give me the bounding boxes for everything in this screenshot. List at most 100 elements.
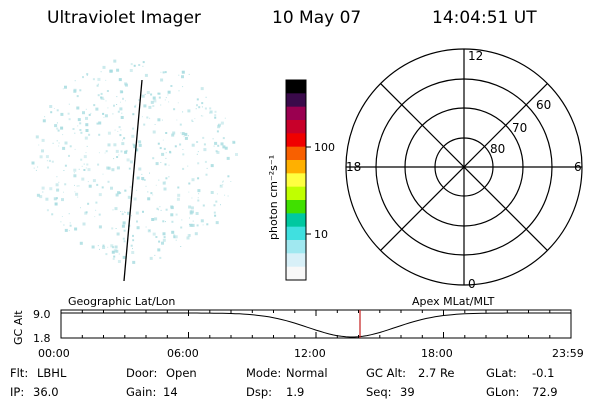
emission-pixel (127, 211, 130, 215)
emission-pixel (182, 153, 185, 156)
emission-pixel (87, 168, 91, 172)
emission-pixel (203, 143, 206, 146)
emission-pixel (50, 111, 53, 114)
emission-pixel (215, 150, 218, 153)
emission-pixel (209, 110, 213, 114)
emission-pixel (178, 74, 180, 76)
emission-pixel (117, 260, 121, 263)
emission-pixel (204, 107, 207, 110)
emission-pixel (180, 132, 182, 134)
emission-pixel (154, 217, 158, 221)
emission-pixel (196, 98, 199, 101)
flt-key: Flt: (10, 366, 28, 380)
emission-pixel (190, 210, 194, 214)
emission-pixel (226, 156, 230, 160)
colorbar-band (286, 173, 306, 188)
emission-pixel (118, 126, 121, 129)
emission-pixel (123, 137, 126, 140)
emission-pixel (107, 143, 111, 147)
emission-pixel (175, 239, 177, 241)
emission-pixel (118, 78, 122, 82)
emission-pixel (115, 249, 119, 253)
emission-pixel (222, 181, 224, 183)
emission-pixel (197, 189, 201, 193)
emission-pixel (102, 65, 106, 69)
emission-pixel (220, 204, 221, 206)
emission-pixel (102, 112, 105, 115)
emission-pixel (85, 211, 88, 214)
emission-pixel (45, 197, 49, 201)
emission-pixel (121, 142, 125, 146)
emission-pixel (111, 227, 114, 230)
timeline-x-tick-3: 18:00 (421, 347, 453, 360)
emission-pixel (119, 134, 122, 137)
emission-pixel (81, 165, 83, 167)
emission-pixel (114, 207, 118, 211)
emission-pixel (159, 206, 161, 208)
emission-pixel (124, 82, 128, 86)
emission-pixel (188, 182, 191, 185)
emission-pixel (107, 107, 109, 109)
emission-pixel (196, 141, 199, 143)
emission-pixel (76, 185, 78, 187)
geographic-caption: Geographic Lat/Lon (68, 295, 175, 308)
emission-pixel (112, 113, 114, 115)
emission-pixel (58, 181, 60, 183)
emission-pixel (80, 131, 83, 134)
emission-pixel (206, 223, 209, 226)
emission-pixel (113, 255, 116, 258)
emission-pixel (227, 195, 229, 197)
emission-pixel (68, 213, 70, 215)
emission-pixel (163, 236, 166, 239)
emission-pixel (115, 193, 119, 197)
emission-pixel (204, 160, 207, 163)
emission-pixel (118, 154, 120, 156)
colorbar-frame (285, 79, 307, 281)
emission-pixel (162, 139, 164, 141)
terminator-line (123, 79, 143, 282)
emission-pixel (107, 246, 109, 248)
emission-pixel (67, 112, 70, 115)
emission-pixel (126, 158, 130, 162)
seq-key: Seq: (366, 385, 392, 399)
emission-pixel (74, 191, 76, 193)
emission-pixel (124, 189, 127, 192)
emission-pixel (165, 157, 167, 159)
orbit-timeline: Geographic Lat/Lon Apex MLat/MLT GC Alt … (12, 295, 584, 360)
emission-pixel (114, 129, 116, 131)
emission-pixel (41, 186, 45, 190)
colorbar-band (286, 186, 306, 201)
colorbar: 100 10 photon cm⁻²s⁻¹ (267, 79, 335, 281)
emission-pixel (154, 254, 156, 256)
polar-label-lat-60: 60 (536, 98, 551, 112)
emission-pixel (216, 130, 219, 133)
glat-key: GLat: (486, 366, 517, 380)
emission-pixel (60, 112, 64, 116)
emission-pixel (136, 226, 140, 230)
emission-pixel (86, 163, 89, 166)
emission-pixel (74, 184, 75, 186)
emission-pixel (69, 222, 71, 224)
emission-pixel (61, 198, 64, 202)
emission-pixel (148, 229, 150, 231)
emission-pixel (183, 135, 185, 137)
emission-pixel (184, 132, 188, 136)
emission-pixel (196, 104, 198, 107)
emission-pixel (205, 173, 208, 176)
emission-pixel (41, 149, 44, 153)
emission-pixel (88, 133, 91, 136)
emission-pixel (60, 126, 64, 130)
emission-pixel (130, 63, 133, 66)
timeline-ticks (60, 310, 572, 338)
emission-pixel (121, 91, 124, 93)
emission-pixel (202, 204, 205, 207)
emission-pixel (163, 187, 167, 191)
emission-pixel (120, 116, 124, 119)
emission-pixel (102, 244, 105, 247)
dsp-key: Dsp: (246, 385, 272, 399)
emission-pixel (160, 78, 164, 82)
emission-pixel (133, 64, 136, 67)
emission-pixel (138, 143, 142, 147)
emission-pixel (157, 118, 161, 122)
